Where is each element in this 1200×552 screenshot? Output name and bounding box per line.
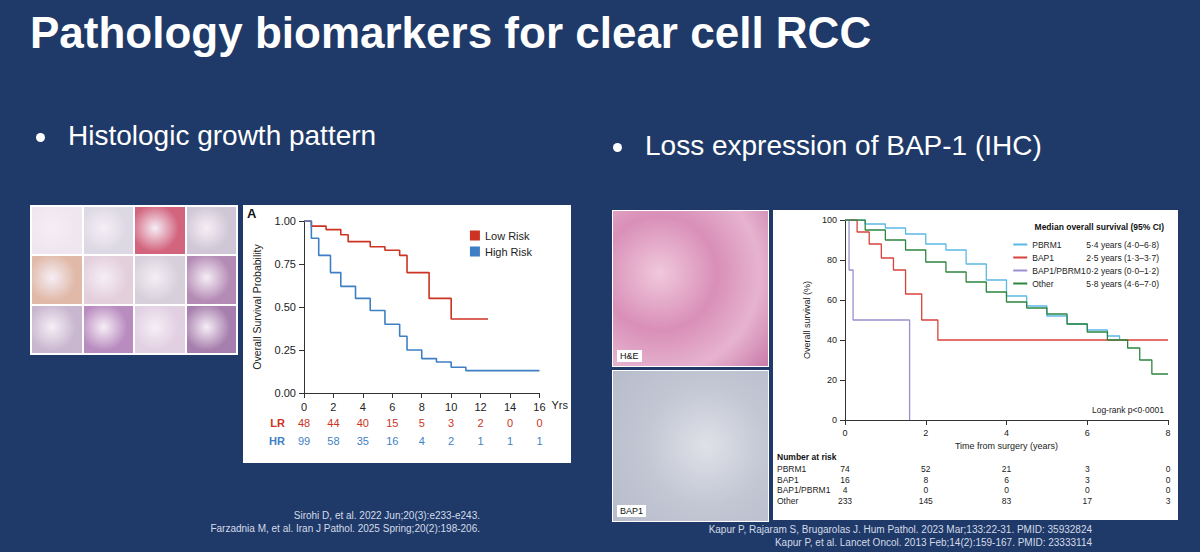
svg-text:2: 2 [478,417,484,429]
svg-text:A: A [247,206,257,221]
svg-text:0: 0 [832,415,837,425]
svg-text:PBRM1: PBRM1 [777,464,807,474]
svg-text:4: 4 [419,435,425,447]
svg-text:15: 15 [386,417,398,429]
html-text:BAP1: BAP1 [620,506,643,516]
svg-text:0.00: 0.00 [275,387,296,399]
svg-text:233: 233 [838,496,852,506]
svg-text:1: 1 [507,435,513,447]
svg-text:12: 12 [474,401,486,413]
svg-text:0·2 years (0·0–1·2): 0·2 years (0·0–1·2) [1086,266,1159,276]
svg-text:16: 16 [840,475,850,485]
svg-text:Overall survival (%): Overall survival (%) [802,281,812,359]
svg-text:0: 0 [507,417,513,429]
svg-text:Time from surgery (years): Time from surgery (years) [955,441,1058,451]
svg-text:52: 52 [921,464,931,474]
html-text:Loss expression of BAP-1 (IHC): Loss expression of BAP-1 (IHC) [645,130,1042,161]
svg-text:0.50: 0.50 [275,301,296,313]
html-text:Pathology biomarkers for clear: Pathology biomarkers for clear cell RCC [30,8,872,57]
svg-text:LR: LR [270,417,285,429]
svg-text:3: 3 [1166,496,1171,506]
svg-text:83: 83 [1002,496,1012,506]
svg-text:0: 0 [1166,464,1171,474]
svg-text:0: 0 [1004,485,1009,495]
svg-text:0: 0 [923,485,928,495]
svg-text:99: 99 [298,435,310,447]
svg-text:0.25: 0.25 [275,344,296,356]
svg-text:6: 6 [389,401,395,413]
svg-text:2: 2 [330,401,336,413]
svg-text:0: 0 [1166,475,1171,485]
svg-text:BAP1: BAP1 [777,475,799,485]
svg-text:Overall Survival Probability: Overall Survival Probability [251,244,263,370]
svg-text:0: 0 [301,401,307,413]
svg-text:3: 3 [448,417,454,429]
svg-text:16: 16 [533,401,545,413]
svg-text:1.00: 1.00 [275,215,296,227]
svg-text:0.75: 0.75 [275,258,296,270]
svg-text:16: 16 [386,435,398,447]
svg-text:2: 2 [923,428,928,438]
svg-text:BAP1/PBRM1: BAP1/PBRM1 [777,485,831,495]
svg-text:High Risk: High Risk [485,246,533,258]
svg-text:Other: Other [1032,279,1053,289]
svg-text:10: 10 [445,401,457,413]
svg-text:Log-rank p<0·0001: Log-rank p<0·0001 [1092,405,1164,415]
svg-text:58: 58 [327,435,339,447]
svg-text:74: 74 [840,464,850,474]
svg-text:0: 0 [536,417,542,429]
svg-text:40: 40 [827,335,837,345]
svg-text:2·5 years (1·3–3·7): 2·5 years (1·3–3·7) [1086,253,1159,263]
html-text:Kapur P, Rajaram S, Brugarolas: Kapur P, Rajaram S, Brugarolas J. Hum Pa… [708,524,1092,535]
svg-text:Number at risk: Number at risk [777,452,837,462]
html-text:Kapur P, et al. Lancet Oncol.: Kapur P, et al. Lancet Oncol. 2013 Feb;1… [774,537,1092,548]
svg-text:8: 8 [1165,428,1170,438]
svg-text:Other: Other [777,496,798,506]
svg-text:48: 48 [298,417,310,429]
svg-text:21: 21 [1002,464,1012,474]
svg-text:Low Risk: Low Risk [485,230,530,242]
svg-text:5·8 years (4·6–7·0): 5·8 years (4·6–7·0) [1086,279,1159,289]
svg-text:40: 40 [357,417,369,429]
svg-text:Median overall survival (95% C: Median overall survival (95% CI) [1035,222,1165,232]
svg-text:8: 8 [419,401,425,413]
html-text:H&E: H&E [620,351,639,361]
svg-text:5·4 years (4·0–6·8): 5·4 years (4·0–6·8) [1086,240,1159,250]
html-text:Farzadnia M, et al. Iran J Pat: Farzadnia M, et al. Iran J Pathol. 2025 … [210,523,480,534]
svg-text:145: 145 [919,496,933,506]
svg-text:0: 0 [842,428,847,438]
svg-text:Yrs: Yrs [552,399,569,411]
svg-text:5: 5 [419,417,425,429]
svg-text:3: 3 [1085,464,1090,474]
svg-text:BAP1/PBRM1: BAP1/PBRM1 [1032,266,1086,276]
svg-text:BAP1: BAP1 [1032,253,1054,263]
svg-text:1: 1 [536,435,542,447]
svg-text:1: 1 [478,435,484,447]
svg-text:0: 0 [1166,485,1171,495]
svg-text:17: 17 [1083,496,1093,506]
svg-text:100: 100 [822,215,837,225]
svg-text:PBRM1: PBRM1 [1032,240,1062,250]
svg-text:0: 0 [1085,485,1090,495]
svg-text:6: 6 [1004,475,1009,485]
svg-text:44: 44 [327,417,339,429]
svg-text:4: 4 [360,401,366,413]
svg-text:6: 6 [1085,428,1090,438]
svg-text:HR: HR [269,435,285,447]
svg-text:20: 20 [827,375,837,385]
svg-text:3: 3 [1085,475,1090,485]
svg-text:8: 8 [923,475,928,485]
svg-text:60: 60 [827,295,837,305]
html-text:Sirohi D, et al. 2022 Jun;20(3: Sirohi D, et al. 2022 Jun;20(3):e233-e24… [293,510,480,521]
svg-text:35: 35 [357,435,369,447]
svg-text:4: 4 [1004,428,1009,438]
html-text:Histologic growth pattern: Histologic growth pattern [68,120,377,151]
svg-text:80: 80 [827,255,837,265]
svg-text:2: 2 [448,435,454,447]
svg-text:14: 14 [504,401,516,413]
svg-text:4: 4 [843,485,848,495]
